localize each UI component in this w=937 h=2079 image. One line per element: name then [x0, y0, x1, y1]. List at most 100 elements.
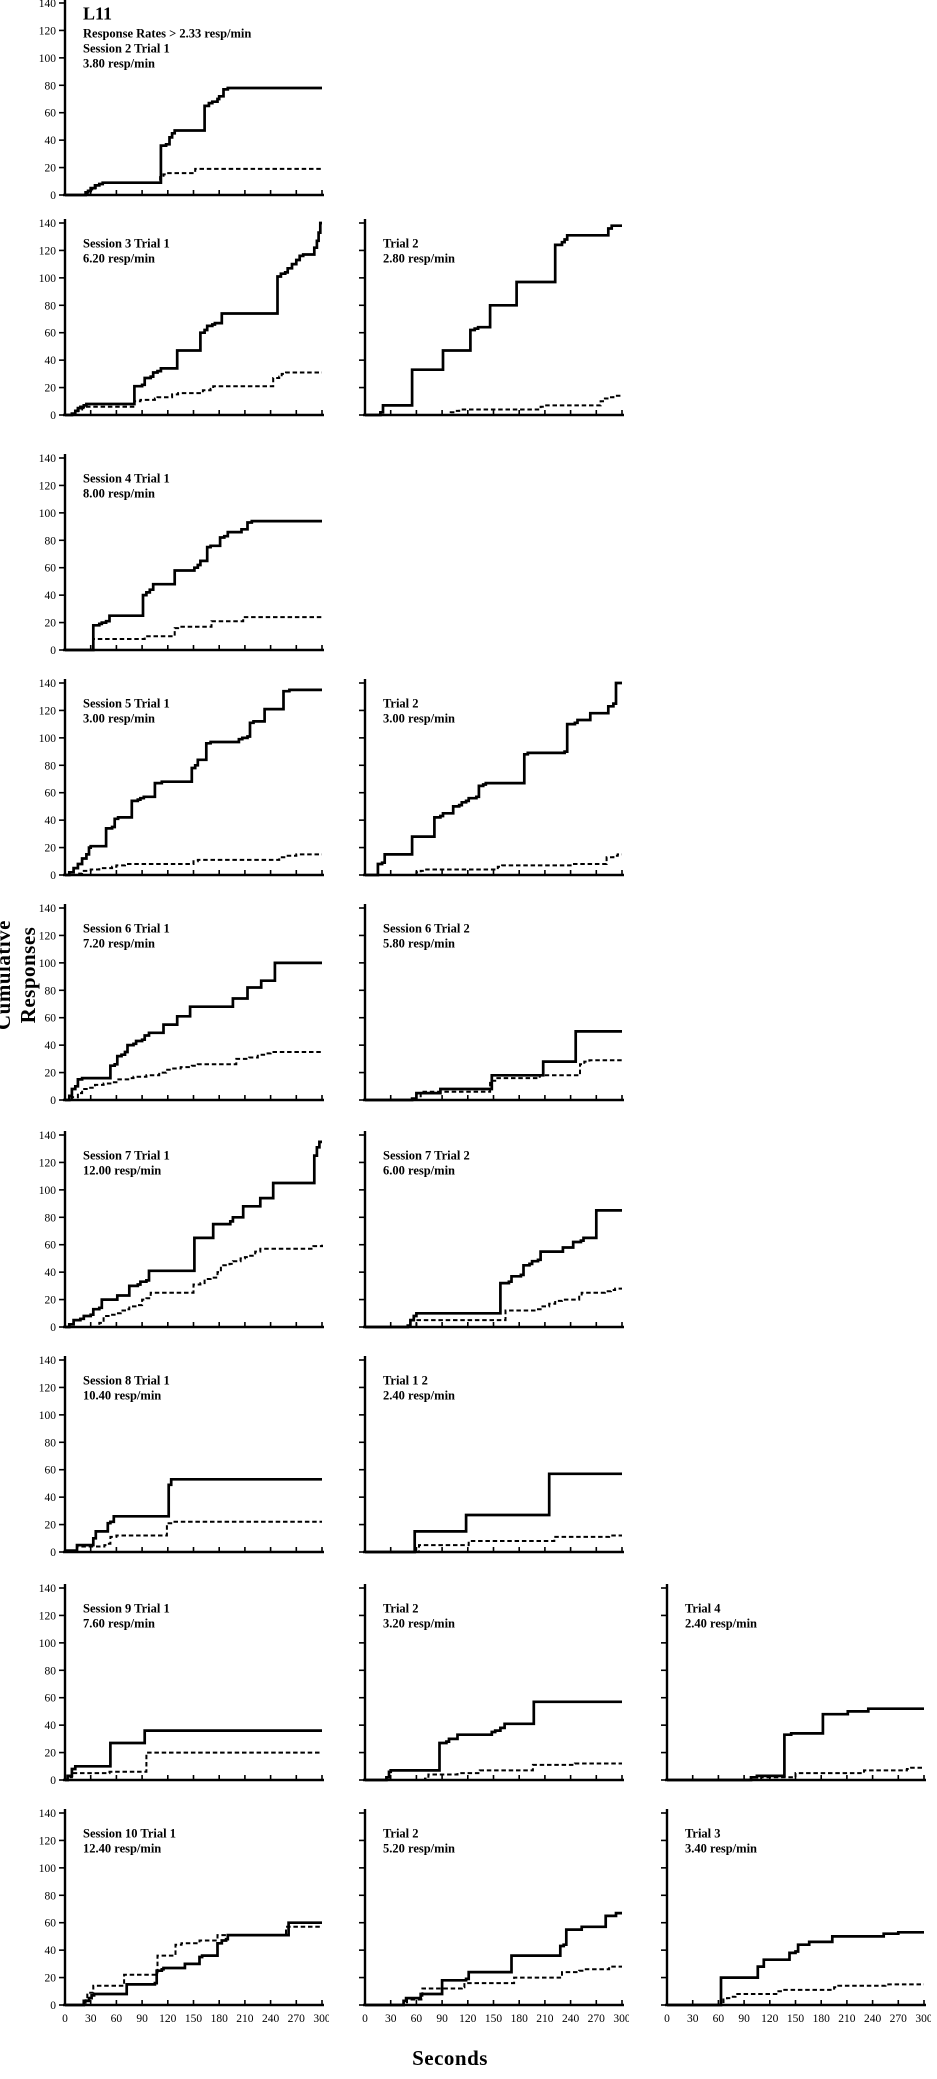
y-tick-label: 40 — [45, 135, 57, 147]
panel-r5c2: Session 6 Trial 25.80 resp/min — [359, 904, 624, 1102]
y-tick-label: 120 — [39, 930, 57, 942]
y-tick-label: 80 — [45, 1890, 57, 1902]
solid-step-line — [65, 1729, 322, 1782]
panel-label: 3.20 resp/min — [383, 1617, 455, 1631]
y-tick-label: 100 — [39, 1185, 57, 1197]
x-tick-label: 210 — [536, 2013, 554, 2025]
panel-label: 2.40 resp/min — [383, 1389, 455, 1403]
y-tick-label: 100 — [39, 53, 57, 65]
y-tick-label: 120 — [39, 245, 57, 257]
solid-step-line — [65, 961, 322, 1102]
panel-label: 6.20 resp/min — [83, 252, 155, 266]
dashed-step-line — [65, 1051, 322, 1101]
y-tick-label: 100 — [39, 958, 57, 970]
y-tick-label: 120 — [39, 1610, 57, 1622]
y-tick-label: 80 — [45, 985, 57, 997]
y-tick-label: 140 — [39, 1355, 57, 1367]
y-tick-label: 80 — [45, 1212, 57, 1224]
panel-r5c1: 0 20 40 60 80 100 120 140 Session 6 Trial 17.20 … — [39, 903, 324, 1107]
y-tick-label: 140 — [39, 1130, 57, 1142]
panel-r8c2: Trial 23.20 resp/min — [359, 1584, 624, 1782]
x-tick-label: 60 — [111, 2013, 123, 2025]
y-tick-label: 60 — [45, 788, 57, 800]
y-tick-label: 40 — [45, 815, 57, 827]
panel-label: Trial 4 — [685, 1602, 721, 1616]
panel-r9c3: 0 30 60 90 120 150 180 210 240 270 300 Trial 33.40 … — [661, 1809, 931, 2025]
y-tick-label: 140 — [39, 453, 57, 465]
dashed-step-line — [65, 1244, 323, 1328]
dashed-step-line — [65, 1925, 322, 2006]
panel-r8c1: 0 20 40 60 80 100 120 140 Session 9 Trial 17.60 … — [39, 1583, 324, 1787]
panel-label: Session 6 Trial 1 — [83, 922, 170, 936]
y-tick-label: 40 — [45, 1945, 57, 1957]
y-tick-label: 40 — [45, 1267, 57, 1279]
dashed-step-line — [65, 371, 322, 416]
panel-label: 2.80 resp/min — [383, 252, 455, 266]
panel-label: 3.80 resp/min — [83, 56, 155, 70]
panel-label: Trial 3 — [685, 1827, 721, 1841]
panel-label: Session 3 Trial 1 — [83, 237, 170, 251]
solid-step-line — [65, 688, 322, 877]
panel-label: Trial 2 — [383, 237, 419, 251]
y-tick-label: 40 — [45, 355, 57, 367]
panel-label: 5.20 resp/min — [383, 1842, 455, 1856]
y-tick-label: 20 — [45, 1748, 57, 1760]
panel-label: Trial 2 — [383, 1602, 419, 1616]
y-tick-label: 0 — [50, 410, 56, 422]
panel-label: 3.00 resp/min — [83, 712, 155, 726]
x-tick-label: 270 — [288, 2013, 306, 2025]
x-tick-label: 150 — [185, 2013, 203, 2025]
panel-r7c1: 0 20 40 60 80 100 120 140 Session 8 Trial 110.40… — [39, 1355, 324, 1559]
solid-step-line — [365, 224, 622, 417]
dashed-step-line — [65, 853, 322, 876]
panel-label: Trial 1 2 — [383, 1374, 428, 1388]
y-tick-label: 20 — [45, 618, 57, 630]
panel-r8c3: Trial 42.40 resp/min — [661, 1584, 926, 1782]
panel-label: 3.40 resp/min — [685, 1842, 757, 1856]
x-tick-label: 0 — [362, 2013, 368, 2025]
panel-label: 8.00 resp/min — [83, 487, 155, 501]
y-tick-label: 120 — [39, 705, 57, 717]
solid-step-line — [365, 1911, 622, 2007]
x-tick-label: 150 — [485, 2013, 503, 2025]
y-tick-label: 60 — [45, 1465, 57, 1477]
x-tick-label: 270 — [890, 2013, 908, 2025]
x-tick-label: 30 — [385, 2013, 397, 2025]
y-tick-label: 80 — [45, 80, 57, 92]
y-tick-label: 20 — [45, 1068, 57, 1080]
x-tick-label: 60 — [713, 2013, 725, 2025]
panel-label: Session 7 Trial 1 — [83, 1149, 170, 1163]
panel-r9c2: 0 30 60 90 120 150 180 210 240 270 300 Trial 25.20 … — [359, 1809, 629, 2025]
solid-step-line — [65, 86, 322, 197]
dashed-step-line — [667, 1766, 924, 1781]
y-tick-label: 20 — [45, 1973, 57, 1985]
y-tick-label: 140 — [39, 903, 57, 915]
y-tick-label: 40 — [45, 590, 57, 602]
y-tick-label: 100 — [39, 1638, 57, 1650]
y-tick-label: 60 — [45, 563, 57, 575]
y-tick-label: 140 — [39, 678, 57, 690]
panel-label: Response Rates > 2.33 resp/min — [83, 26, 251, 40]
x-tick-label: 210 — [236, 2013, 254, 2025]
y-tick-label: 100 — [39, 508, 57, 520]
y-tick-label: 0 — [50, 1775, 56, 1787]
panel-label: Session 10 Trial 1 — [83, 1827, 176, 1841]
y-tick-label: 0 — [50, 2000, 56, 2012]
y-tick-label: 80 — [45, 1437, 57, 1449]
dashed-step-line — [365, 1059, 622, 1101]
panel-r4c2: Trial 23.00 resp/min — [359, 679, 624, 877]
dashed-step-line — [365, 1534, 622, 1553]
panel-label: Session 5 Trial 1 — [83, 697, 170, 711]
panel-label: 2.40 resp/min — [685, 1617, 757, 1631]
x-tick-label: 90 — [738, 2013, 750, 2025]
x-tick-label: 240 — [562, 2013, 580, 2025]
y-tick-label: 0 — [50, 1547, 56, 1559]
panel-r3c1: 0 20 40 60 80 100 120 140 Session 4 Trial 18.00 … — [39, 453, 324, 657]
solid-step-line — [667, 1930, 924, 2007]
panel-label: Trial 2 — [383, 1827, 419, 1841]
panel-r9c1: 0 20 40 60 80 100 120 140 0 30 60 90 120 150 180 210 240… — [39, 1808, 329, 2025]
y-tick-label: 20 — [45, 843, 57, 855]
panel-label: 7.20 resp/min — [83, 937, 155, 951]
x-tick-label: 180 — [813, 2013, 831, 2025]
